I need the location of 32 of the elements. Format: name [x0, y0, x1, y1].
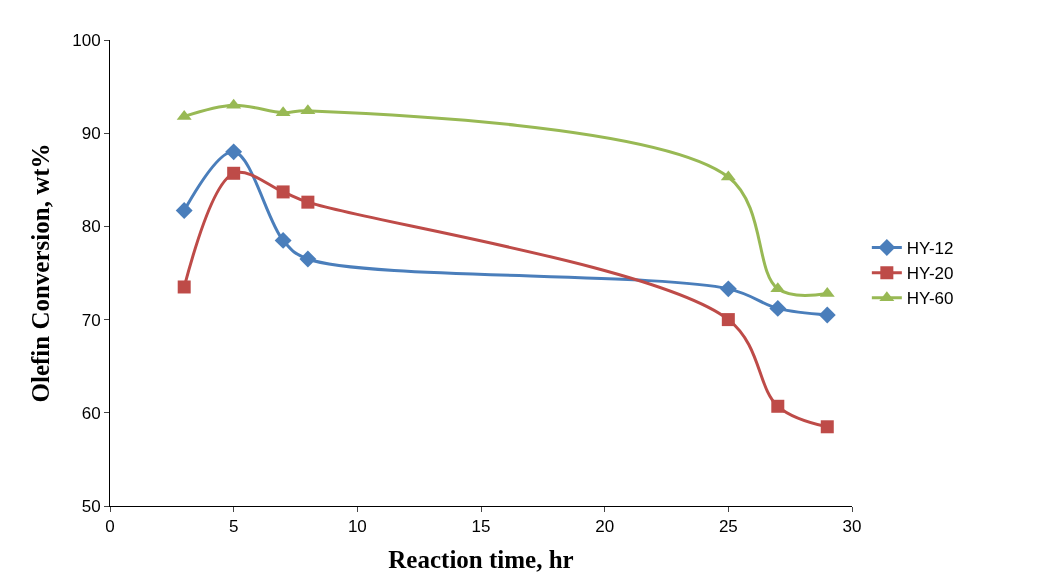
point [299, 250, 317, 268]
x-tick-label: 25 [718, 517, 738, 537]
y-tick-label: 100 [72, 30, 101, 50]
y-tick-label: 60 [81, 403, 101, 423]
x-tick-label: 20 [595, 517, 615, 537]
legend-label: HY-20 [906, 264, 954, 284]
point [820, 420, 834, 434]
x-tick-label: 30 [842, 517, 862, 537]
x-tick-label: 15 [471, 517, 491, 537]
point [301, 195, 315, 209]
legend-label: HY-60 [906, 289, 954, 309]
x-tick-label: 5 [228, 517, 239, 537]
x-tick-label: 10 [347, 517, 367, 537]
y-tick-label: 90 [81, 124, 101, 144]
point [721, 313, 735, 327]
point [177, 280, 191, 294]
point [225, 143, 243, 161]
point [175, 202, 193, 220]
point [769, 299, 787, 317]
legend-label: HY-12 [906, 239, 954, 259]
x-axis-title: Reaction time, hr [388, 546, 574, 574]
y-tick-label: 50 [81, 496, 101, 516]
point [276, 185, 290, 199]
point [274, 231, 292, 249]
point [818, 306, 836, 324]
point [771, 399, 785, 413]
y-axis-title: Olefin Conversion, wt% [26, 143, 54, 403]
point [227, 166, 241, 180]
point [719, 280, 737, 298]
x-tick-label: 0 [105, 517, 115, 537]
y-tick-label: 80 [81, 217, 101, 237]
y-tick-label: 70 [81, 310, 101, 330]
